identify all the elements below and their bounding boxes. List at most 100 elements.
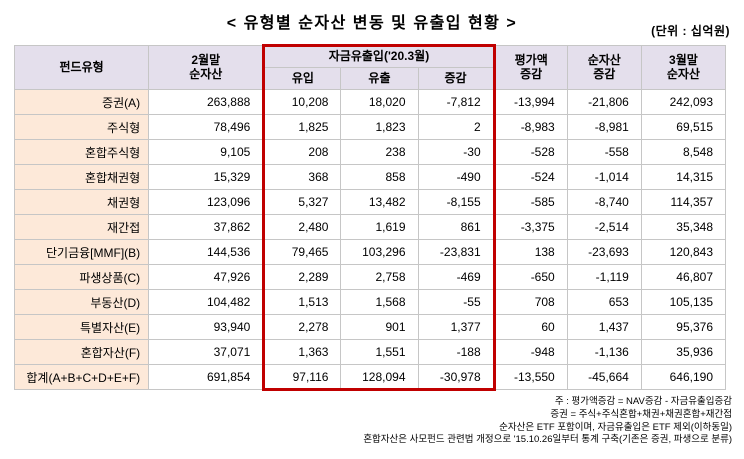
col-header-change: 증감 xyxy=(417,67,496,90)
value-cell: -23,693 xyxy=(566,239,642,265)
value-cell: 8,548 xyxy=(640,139,727,165)
table-row: 주식형 78,496 1,825 1,823 2 -8,983 -8,981 69,515 xyxy=(13,114,727,140)
table-row: 혼합주식형 9,105 208 238 -30 -528 -558 8,548 xyxy=(13,139,727,165)
value-cell: 103,296 xyxy=(340,239,419,265)
value-cell: 5,327 xyxy=(262,189,342,215)
value-cell: 69,515 xyxy=(640,114,727,140)
value-cell: 858 xyxy=(340,164,419,190)
value-cell: 2 xyxy=(417,114,496,140)
value-cell: -558 xyxy=(566,139,642,165)
value-cell: 238 xyxy=(340,139,419,165)
col-header-fund-type: 펀드유형 xyxy=(13,45,150,90)
value-cell: 263,888 xyxy=(148,89,265,115)
value-cell: -8,155 xyxy=(417,189,496,215)
value-cell: 2,758 xyxy=(340,264,419,290)
table-row: 단기금융[MMF](B) 144,536 79,465 103,296 -23,831 1… xyxy=(13,239,727,265)
value-cell: 144,536 xyxy=(148,239,265,265)
value-cell: -8,981 xyxy=(566,114,642,140)
value-cell: -13,550 xyxy=(493,364,568,390)
fund-type-label: 증권(A) xyxy=(13,89,150,115)
table-row: 부동산(D) 104,482 1,513 1,568 -55 708 653 105,135 xyxy=(13,289,727,315)
value-cell: 18,020 xyxy=(340,89,419,115)
value-cell: -490 xyxy=(417,164,496,190)
col-header-net-asset-change: 순자산 증감 xyxy=(566,45,642,90)
header-row-1: 펀드유형 2월말 순자산 자금유출입('20.3월) 평가액 증감 순자산 증감… xyxy=(13,44,727,90)
value-cell: 14,315 xyxy=(640,164,727,190)
value-cell: -528 xyxy=(493,139,568,165)
fund-type-label: 합계(A+B+C+D+E+F) xyxy=(13,364,150,390)
value-cell: -8,983 xyxy=(493,114,568,140)
value-cell: -2,514 xyxy=(566,214,642,240)
value-cell: 37,862 xyxy=(148,214,265,240)
header-row-2: 유입 유출 증감 xyxy=(15,67,726,90)
value-cell: -23,831 xyxy=(417,239,496,265)
footnote-line-2: 증권 = 주식+주식혼합+채권+채권혼합+재간접 xyxy=(550,408,732,420)
value-cell: 861 xyxy=(417,214,496,240)
table-row: 혼합채권형 15,329 368 858 -490 -524 -1,014 14,315 xyxy=(13,164,727,190)
table-header: 펀드유형 2월말 순자산 자금유출입('20.3월) 평가액 증감 순자산 증감… xyxy=(13,44,727,90)
value-cell: -21,806 xyxy=(566,89,642,115)
value-cell: 1,363 xyxy=(262,339,342,365)
value-cell: 120,843 xyxy=(640,239,727,265)
value-cell: 114,357 xyxy=(640,189,727,215)
table-row: 합계(A+B+C+D+E+F) 691,854 97,116 128,094 -30,9… xyxy=(13,364,727,391)
col-header-flow-group: 자금유출입('20.3월) xyxy=(262,44,496,68)
value-cell: 15,329 xyxy=(148,164,265,190)
value-cell: 901 xyxy=(340,314,419,340)
value-cell: 646,190 xyxy=(640,364,727,390)
value-cell: -30 xyxy=(417,139,496,165)
table-row: 혼합자산(F) 37,071 1,363 1,551 -188 -948 -1,136 35,… xyxy=(13,339,727,365)
value-cell: 138 xyxy=(493,239,568,265)
value-cell: 1,437 xyxy=(566,314,642,340)
value-cell: -948 xyxy=(493,339,568,365)
value-cell: -55 xyxy=(417,289,496,315)
table-row: 파생상품(C) 47,926 2,289 2,758 -469 -650 -1,119 46,… xyxy=(13,264,727,290)
value-cell: 242,093 xyxy=(640,89,727,115)
value-cell: -524 xyxy=(493,164,568,190)
value-cell: 93,940 xyxy=(148,314,265,340)
value-cell: 78,496 xyxy=(148,114,265,140)
footnote-line-1: 주 : 평가액증감 = NAV증감 - 자금유출입증감 xyxy=(554,396,732,407)
value-cell: 97,116 xyxy=(262,364,342,391)
value-cell: 1,551 xyxy=(340,339,419,365)
value-cell: 1,823 xyxy=(340,114,419,140)
value-cell: 368 xyxy=(262,164,342,190)
col-header-inflow: 유입 xyxy=(262,67,342,90)
value-cell: 47,926 xyxy=(148,264,265,290)
value-cell: 2,278 xyxy=(262,314,342,340)
value-cell: 1,377 xyxy=(417,314,496,340)
fund-type-label: 채권형 xyxy=(13,189,150,215)
fund-type-label: 재간접 xyxy=(13,214,150,240)
value-cell: 123,096 xyxy=(148,189,265,215)
value-cell: 1,619 xyxy=(340,214,419,240)
value-cell: 1,513 xyxy=(262,289,342,315)
fund-type-label: 부동산(D) xyxy=(13,289,150,315)
value-cell: 60 xyxy=(493,314,568,340)
value-cell: 35,936 xyxy=(640,339,727,365)
table-row: 특별자산(E) 93,940 2,278 901 1,377 60 1,437 95,376 xyxy=(13,314,727,340)
value-cell: -1,014 xyxy=(566,164,642,190)
fund-type-label: 혼합주식형 xyxy=(13,139,150,165)
value-cell: 95,376 xyxy=(640,314,727,340)
value-cell: 2,289 xyxy=(262,264,342,290)
value-cell: 104,482 xyxy=(148,289,265,315)
value-cell: 691,854 xyxy=(148,364,265,390)
value-cell: 13,482 xyxy=(340,189,419,215)
value-cell: -1,119 xyxy=(566,264,642,290)
value-cell: 2,480 xyxy=(262,214,342,240)
value-cell: 46,807 xyxy=(640,264,727,290)
value-cell: -8,740 xyxy=(566,189,642,215)
value-cell: 708 xyxy=(493,289,568,315)
fund-type-label: 혼합자산(F) xyxy=(13,339,150,365)
value-cell: -1,136 xyxy=(566,339,642,365)
value-cell: -7,812 xyxy=(417,89,496,115)
value-cell: -585 xyxy=(493,189,568,215)
value-cell: 37,071 xyxy=(148,339,265,365)
title-row: < 유형별 순자산 변동 및 유출입 현황 > (단위 : 십억원) xyxy=(10,4,734,44)
fund-type-label: 혼합채권형 xyxy=(13,164,150,190)
col-header-valuation-change: 평가액 증감 xyxy=(493,45,568,90)
table-row: 재간접 37,862 2,480 1,619 861 -3,375 -2,514 35,348 xyxy=(13,214,727,240)
footnote-line-3: 순자산은 ETF 포함이며, 자금유출입은 ETF 제외(이하동일) xyxy=(499,421,732,433)
value-cell: -650 xyxy=(493,264,568,290)
